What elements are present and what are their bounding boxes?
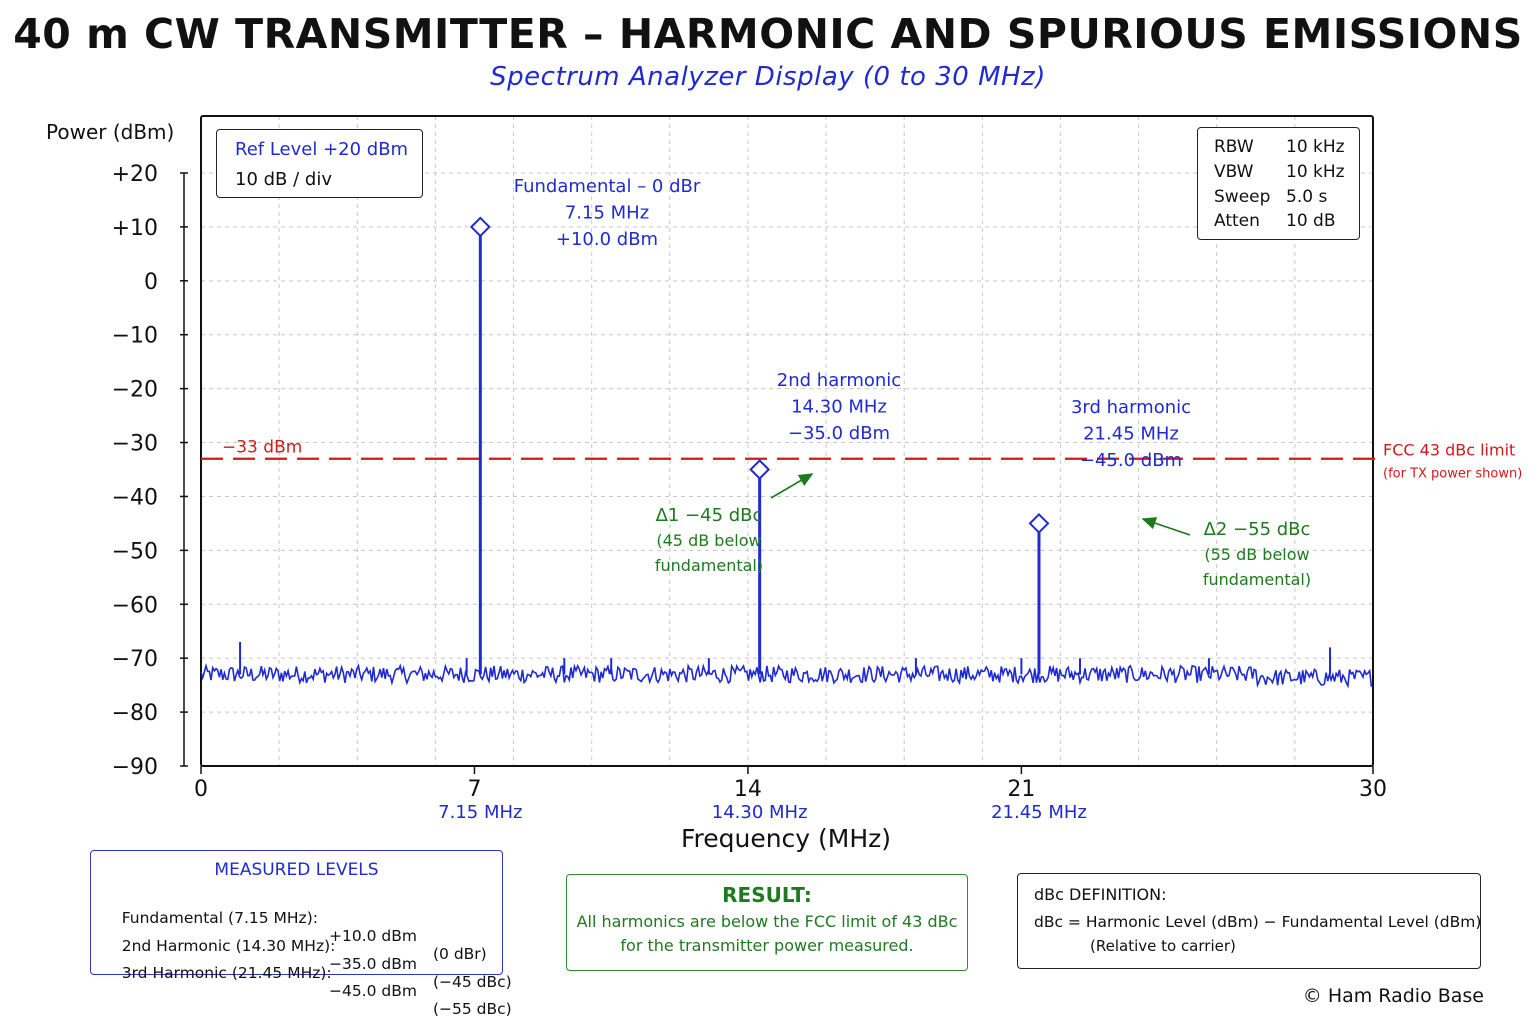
delta-arrow	[770, 473, 814, 499]
measured-row: 3rd Harmonic (21.45 MHz): −45.0 dBm (−55…	[102, 946, 512, 1036]
limit-right-note: (for TX power shown)	[1383, 467, 1522, 482]
chart-subtitle: Spectrum Analyzer Display (0 to 30 MHz)	[490, 62, 1046, 92]
y-tick-label: −40	[112, 485, 158, 510]
measured-row-rel: (0 dBr)	[433, 945, 487, 963]
copyright-text: © Ham Radio Base	[1302, 985, 1484, 1007]
measured-row-name: Fundamental (7.15 MHz):	[121, 909, 318, 927]
delta-annotation-line: Δ1 −45 dBc	[656, 505, 763, 526]
delta-annotation-line: fundamental)	[1203, 570, 1311, 589]
measured-row-rel: (−55 dBc)	[433, 1000, 512, 1018]
rbw-label: RBW	[1214, 137, 1254, 157]
delta-annotation-line: fundamental)	[655, 556, 763, 575]
x-marker-label: 7.15 MHz	[438, 802, 522, 823]
peak-label-line: +10.0 dBm	[556, 229, 658, 250]
x-marker-label: 14.30 MHz	[712, 802, 808, 823]
limit-level-label: −33 dBm	[222, 438, 302, 458]
result-header: RESULT:	[722, 883, 812, 907]
delta-annotation-line: (45 dB below	[656, 531, 761, 550]
measured-row: Fundamental (7.15 MHz): +10.0 dBm (0 dBr…	[102, 891, 487, 981]
sweep-label: Sweep	[1214, 187, 1271, 207]
delta-arrow	[1141, 517, 1191, 536]
noise-floor-trace	[200, 662, 1374, 689]
delta-annotation-line: Δ2 −55 dBc	[1204, 519, 1311, 540]
peak-label-line: 21.45 MHz	[1083, 424, 1179, 445]
x-marker-label: 21.45 MHz	[991, 802, 1087, 823]
measured-row-name: 2nd Harmonic (14.30 MHz):	[121, 937, 336, 955]
scale-text: 10 dB / div	[235, 169, 332, 190]
rbw-value: 10 kHz	[1286, 137, 1345, 157]
result-line-2: for the transmitter power measured.	[620, 936, 914, 955]
dbc-definition-box: dBc DEFINITION: dBc = Harmonic Level (dB…	[1017, 873, 1481, 969]
sweep-value: 5.0 s	[1286, 187, 1328, 207]
y-tick-label: −60	[112, 593, 158, 618]
analyzer-settings-box: RBW 10 kHz VBW 10 kHz Sweep 5.0 s Atten …	[1197, 127, 1360, 240]
y-tick-label: −50	[112, 539, 158, 564]
atten-value: 10 dB	[1286, 211, 1336, 231]
measured-row-rel: (−45 dBc)	[433, 973, 512, 991]
peak-label-line: −45.0 dBm	[1080, 450, 1182, 471]
measured-row-name: 3rd Harmonic (21.45 MHz):	[121, 964, 332, 982]
x-axis-label: Frequency (MHz)	[680, 824, 892, 853]
peak-label-line: −35.0 dBm	[788, 423, 890, 444]
peak-marker	[469, 216, 491, 238]
measured-row-level: +10.0 dBm	[329, 927, 417, 945]
x-tick-label: 0	[194, 777, 208, 802]
delta-annotation-line: (55 dB below	[1204, 545, 1309, 564]
ref-level-text: Ref Level +20 dBm	[235, 139, 409, 160]
dbc-definition-header: dBc DEFINITION:	[1034, 885, 1167, 904]
vbw-label: VBW	[1214, 162, 1254, 182]
peak-label-line: 14.30 MHz	[791, 397, 887, 418]
peak-label-line: Fundamental – 0 dBr	[514, 176, 701, 197]
y-tick-label: −90	[112, 755, 158, 780]
y-axis-label: Power (dBm)	[46, 120, 175, 144]
dbc-definition-note: (Relative to carrier)	[1090, 937, 1236, 955]
measured-row: 2nd Harmonic (14.30 MHz): −35.0 dBm (−45…	[102, 919, 512, 1009]
plot-frame	[200, 115, 1374, 767]
result-line-1: All harmonics are below the FCC limit of…	[576, 912, 958, 931]
y-tick-label: +10	[112, 216, 158, 241]
y-tick-label: +20	[112, 162, 158, 187]
x-tick-label: 7	[467, 777, 481, 802]
vbw-value: 10 kHz	[1286, 162, 1345, 182]
chart-title: 40 m CW TRANSMITTER – HARMONIC AND SPURI…	[13, 10, 1523, 58]
x-tick-label: 14	[734, 777, 762, 802]
y-tick-label: −20	[112, 378, 158, 403]
measured-levels-box: MEASURED LEVELS Fundamental (7.15 MHz): …	[90, 850, 512, 1018]
dbc-definition-formula: dBc = Harmonic Level (dBm) − Fundamental…	[1034, 913, 1482, 931]
x-tick-label: 30	[1359, 777, 1387, 802]
y-tick-label: −80	[112, 701, 158, 726]
y-tick-label: −70	[112, 647, 158, 672]
measured-levels-header: MEASURED LEVELS	[214, 860, 379, 880]
y-tick-label: 0	[144, 270, 158, 295]
measured-row-level: −45.0 dBm	[329, 982, 417, 1000]
peak-label-line: 7.15 MHz	[565, 203, 649, 224]
ref-level-box: Ref Level +20 dBm 10 dB / div	[216, 129, 423, 198]
measured-row-level: −35.0 dBm	[329, 955, 417, 973]
limit-right-label: FCC 43 dBc limit	[1383, 441, 1515, 460]
x-tick-label: 21	[1007, 777, 1035, 802]
atten-label: Atten	[1214, 211, 1260, 231]
peak-label-line: 2nd harmonic	[777, 370, 901, 391]
y-tick-label: −10	[112, 324, 158, 349]
peak-marker	[1028, 512, 1050, 534]
y-tick-label: −30	[112, 432, 158, 457]
result-box: RESULT: All harmonics are below the FCC …	[566, 874, 968, 971]
peak-label-line: 3rd harmonic	[1071, 397, 1191, 418]
peak-marker	[749, 459, 771, 480]
